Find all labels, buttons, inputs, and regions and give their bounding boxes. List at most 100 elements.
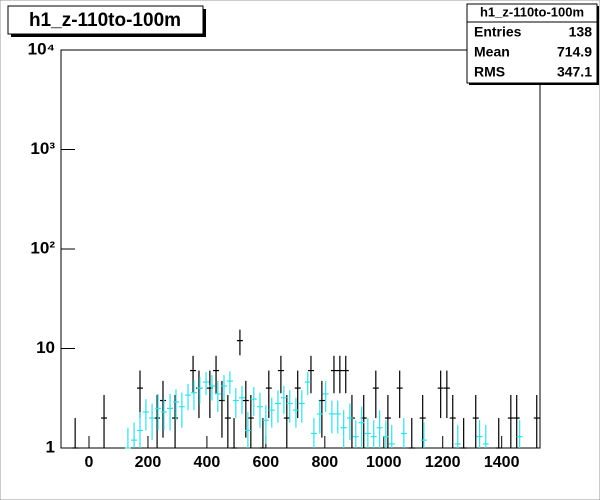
data-point: [396, 370, 403, 419]
stats-label: Entries: [474, 24, 522, 40]
data-point: [149, 403, 156, 441]
x-tick-label: 800: [311, 454, 338, 471]
data-point: [382, 420, 389, 448]
data-point: [384, 394, 391, 448]
data-point: [364, 418, 371, 448]
title-box: [7, 5, 204, 35]
data-point: [280, 385, 287, 414]
data-point: [160, 399, 167, 431]
data-point: [454, 425, 461, 448]
data-point: [172, 394, 179, 448]
data-point: [346, 403, 353, 441]
y-tick-label: 10³: [30, 139, 55, 158]
data-point: [250, 387, 257, 416]
data-point: [178, 392, 185, 428]
data-point: [513, 394, 520, 448]
stats-value: 714.9: [557, 44, 592, 60]
data-point: [472, 394, 479, 448]
data-point: [372, 370, 379, 419]
data-point: [232, 388, 239, 419]
data-point: [334, 400, 341, 434]
stats-value: 347.1: [557, 64, 592, 80]
data-point: [370, 420, 377, 448]
data-point: [310, 418, 317, 448]
data-point: [292, 397, 299, 428]
x-tick-label: 0: [85, 454, 94, 471]
data-point: [340, 410, 347, 448]
x-tick-label: 1000: [366, 454, 402, 471]
data-point: [277, 355, 284, 394]
data-point: [286, 390, 293, 423]
data-point: [154, 394, 161, 448]
x-tick-label: 600: [253, 454, 280, 471]
data-point: [136, 412, 143, 448]
data-point: [298, 390, 305, 423]
data-point: [196, 376, 203, 404]
data-point: [190, 355, 197, 394]
data-point: [72, 418, 79, 449]
data-point: [247, 394, 254, 448]
data-point: [449, 394, 456, 448]
data-point: [507, 394, 514, 448]
y-tick-label: 10²: [30, 238, 55, 257]
data-point: [244, 412, 251, 448]
data-point: [352, 420, 359, 448]
data-point: [516, 420, 523, 448]
frame: [60, 49, 541, 449]
data-point: [476, 420, 483, 448]
data-point: [358, 406, 365, 448]
data-point: [376, 410, 383, 448]
y-tick-label: 10⁴: [28, 39, 55, 58]
data-point: [460, 418, 467, 449]
data-point: [533, 394, 540, 448]
data-point: [268, 397, 275, 428]
data-point: [238, 385, 245, 414]
data-point: [420, 422, 427, 448]
data-point: [131, 422, 138, 448]
stats-label: RMS: [474, 64, 505, 80]
data-point: [231, 418, 238, 449]
data-point: [190, 380, 197, 411]
data-point: [437, 370, 444, 419]
data-point: [214, 381, 221, 413]
data-point: [443, 370, 450, 419]
data-point: [322, 381, 329, 413]
data-point: [101, 394, 108, 448]
data-point: [259, 418, 266, 449]
data-point: [213, 355, 220, 394]
data-point: [159, 380, 166, 438]
x-tick-label: 200: [135, 454, 162, 471]
data-point: [482, 425, 489, 448]
data-point: [167, 393, 174, 431]
data-point: [388, 425, 395, 448]
data-point: [236, 329, 243, 356]
data-point: [256, 392, 263, 428]
stats-label: Mean: [474, 44, 510, 60]
data-point: [242, 380, 249, 438]
data-point: [419, 394, 426, 448]
stats-value: 138: [569, 24, 593, 40]
data-point: [221, 375, 228, 401]
x-tick-label: 400: [194, 454, 221, 471]
data-point: [262, 405, 269, 444]
data-point: [328, 400, 335, 434]
data-point: [304, 372, 311, 396]
x-tick-label: 1200: [425, 454, 461, 471]
data-point: [307, 355, 314, 394]
y-tick-label: 1: [46, 437, 55, 456]
data-point: [185, 383, 192, 411]
x-tick-label: 1400: [484, 454, 520, 471]
data-point: [400, 418, 407, 448]
stats-box: [466, 3, 598, 84]
data-point: [208, 375, 215, 401]
data-point: [124, 427, 131, 449]
data-point: [224, 394, 231, 448]
data-point: [274, 390, 281, 423]
data-point: [495, 418, 502, 449]
data-point: [336, 355, 343, 394]
data-point: [142, 399, 149, 431]
data-point: [226, 371, 233, 394]
data-point: [154, 393, 161, 431]
data-point: [203, 372, 210, 396]
